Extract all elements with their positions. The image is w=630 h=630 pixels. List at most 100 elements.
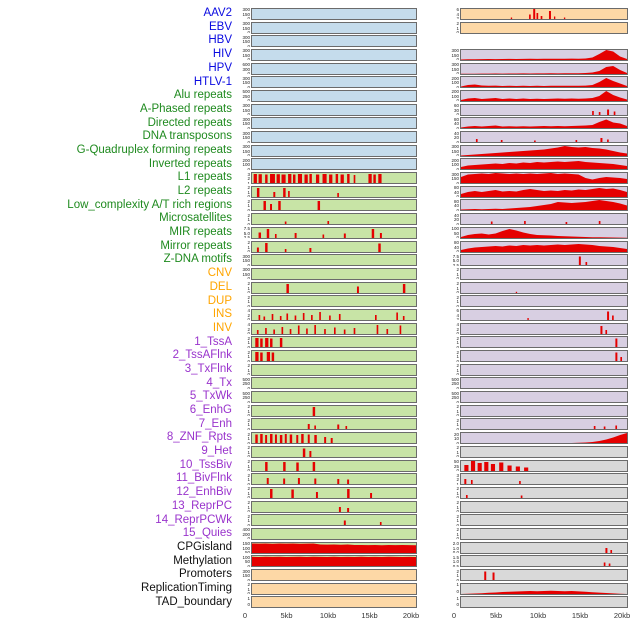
track-row: 1_TssA 2 1 0 2 1 0: [0, 336, 630, 350]
track-panel-right: [460, 418, 628, 431]
y-tick-label: 150: [451, 52, 459, 58]
y-tick-label: 2: [247, 213, 250, 218]
y-axis-ticks: 7.55.02.50.0: [238, 227, 251, 238]
y-axis-ticks: 300 150 0: [238, 8, 251, 19]
track-row: 12_EnhBiv 2 1 0 2 1 0: [0, 486, 630, 500]
y-tick-label: 80: [453, 199, 459, 204]
signal-plot: [484, 571, 495, 581]
y-tick-label: 2: [456, 569, 459, 574]
y-tick-label: 100: [451, 93, 459, 99]
y-tick-label: 150: [242, 39, 250, 45]
signal-plot: [255, 352, 275, 362]
y-axis-ticks: 300 150 0: [238, 36, 251, 47]
signal-plot: [461, 173, 627, 184]
track-panel-left: [251, 76, 417, 89]
track-panel-left: [251, 445, 417, 458]
row-label: 13_ReprPC: [171, 499, 232, 512]
y-tick-label: 0: [456, 249, 459, 253]
row-label: 15_Quies: [182, 527, 232, 540]
track-row: 2_TssAFlnk 2 1 0 2 1 0: [0, 349, 630, 363]
y-tick-label: 250: [451, 381, 459, 387]
row-label: Z-DNA motifs: [163, 253, 232, 266]
y-axis-ticks: 150100500: [238, 542, 251, 553]
track-panel-left: [251, 254, 417, 267]
signal-plot: [258, 311, 405, 320]
y-tick-label: 2: [247, 583, 250, 588]
y-tick-label: 0: [247, 262, 250, 266]
x-tick-label: 15kb: [571, 611, 589, 621]
track-row: HTLV-1 300 150 0 200 100 0: [0, 75, 630, 89]
track-panel-right: [460, 350, 628, 363]
y-tick-label: 0: [247, 536, 250, 540]
y-tick-label: 0: [247, 84, 250, 88]
y-tick-label: 150: [242, 542, 250, 547]
y-tick-label: 1: [247, 463, 250, 469]
track-panel-left: [251, 144, 417, 157]
track-panel-right: [460, 144, 628, 157]
signal-plot: [600, 325, 608, 334]
row-label: 3_TxFlnk: [184, 362, 232, 375]
track-panel-left: [251, 295, 417, 308]
y-tick-label: 50: [453, 460, 459, 465]
track-panel-left: [251, 459, 417, 472]
y-axis-ticks: [447, 36, 460, 47]
y-tick-label: 300: [242, 8, 250, 13]
track-row: AAV230015006420: [0, 7, 630, 21]
y-tick-label: 0: [456, 577, 459, 581]
y-tick-label: 2.5: [243, 235, 250, 239]
track-panel-left: [251, 199, 417, 212]
signal-plot: [593, 425, 618, 430]
row-label: Inverted repeats: [148, 157, 232, 170]
y-tick-label: 20: [453, 217, 459, 223]
track-row: DUP 2 1 0 2 1 0: [0, 294, 630, 308]
y-tick-label: 1: [247, 299, 250, 305]
track-panel-right: [460, 541, 628, 554]
y-tick-label: 0: [247, 577, 250, 581]
y-tick-label: 150: [451, 148, 459, 154]
y-axis-ticks: 60 30 0: [447, 104, 460, 115]
row-label: DUP: [207, 294, 232, 307]
signal-plot: [343, 520, 382, 526]
y-tick-label: 1: [247, 504, 250, 510]
y-tick-label: 4: [456, 11, 459, 17]
row-label: A-Phased repeats: [139, 102, 232, 115]
y-tick-label: 1: [456, 422, 459, 428]
y-tick-label: 400: [242, 528, 250, 533]
y-tick-label: 0: [247, 30, 250, 34]
y-axis-ticks: 3210: [447, 474, 460, 485]
y-tick-label: 1: [247, 518, 250, 524]
y-axis-ticks: 6420: [447, 8, 460, 19]
y-tick-label: 1.0: [452, 545, 459, 551]
y-tick-label: 0: [456, 125, 459, 129]
track-row: HIV 300 150 0 300 150 0: [0, 48, 630, 62]
track-panel-right: [460, 527, 628, 540]
y-axis-ticks: 100 50 0: [238, 556, 251, 567]
y-tick-label: 2: [247, 460, 250, 465]
y-tick-label: 150: [242, 121, 250, 127]
y-tick-label: 300: [451, 63, 459, 68]
y-tick-label: 0: [456, 221, 459, 225]
y-tick-label: 150: [242, 52, 250, 58]
y-tick-label: 0: [456, 180, 459, 184]
y-tick-label: 1: [247, 244, 250, 250]
track-panel-right: [460, 281, 628, 294]
track-panel-right: [460, 322, 628, 335]
y-tick-label: 500: [242, 90, 250, 95]
track-panel-left: [251, 308, 417, 321]
x-axis-row: 0 5kb 10kb 15kb 20kb 0 5kb 10kb 15kb 20kb: [0, 609, 630, 625]
track-panel-right: [460, 569, 628, 582]
y-tick-label: 2: [456, 487, 459, 492]
track-panel-left: [251, 377, 417, 390]
y-tick-label: 40: [453, 244, 459, 250]
